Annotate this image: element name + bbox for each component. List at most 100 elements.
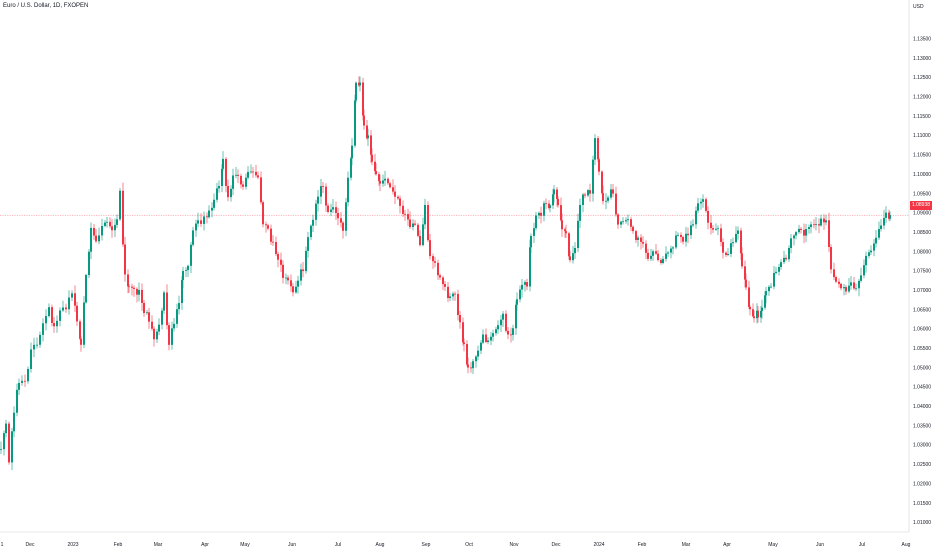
candle-up	[176, 309, 178, 324]
candle-up	[45, 316, 47, 324]
price-tick-label: 1.12500	[913, 75, 931, 81]
candle-up	[59, 310, 61, 321]
candle-down	[462, 322, 464, 343]
candle-up	[62, 307, 64, 311]
candle-up	[685, 233, 687, 242]
candle-up	[798, 228, 800, 233]
candle-down	[24, 380, 26, 382]
candle-up	[247, 171, 249, 178]
candle-up	[211, 207, 213, 211]
candle-down	[647, 252, 649, 259]
candle-down	[749, 306, 751, 310]
candle-up	[347, 177, 349, 203]
candle-down	[302, 269, 304, 272]
candle-up	[875, 237, 877, 244]
time-tick-label: Dec	[26, 542, 35, 548]
candle-down	[419, 235, 421, 246]
price-tick-label: 1.04000	[913, 404, 931, 410]
candle-down	[80, 338, 82, 345]
candle-down	[267, 225, 269, 229]
candle-down	[447, 286, 449, 299]
candle-down	[838, 281, 840, 284]
candle-up	[187, 265, 189, 271]
candle-down	[153, 328, 155, 340]
candle-down	[745, 279, 747, 288]
candle-up	[793, 235, 795, 239]
time-tick-label: 2024	[593, 542, 604, 548]
candle-up	[553, 189, 555, 195]
price-tick-label: 1.01500	[913, 501, 931, 507]
candle-up	[607, 197, 609, 201]
candle-up	[538, 212, 540, 216]
candle-down	[399, 198, 401, 206]
candle-up	[533, 228, 535, 236]
candle-up	[735, 233, 737, 243]
candle-down	[707, 210, 709, 223]
price-tick-label: 1.02500	[913, 462, 931, 468]
candle-down	[439, 275, 441, 278]
candle-down	[389, 183, 391, 188]
candle-down	[225, 158, 227, 186]
candle-up	[863, 265, 865, 276]
candle-down	[427, 204, 429, 241]
candle-up	[497, 325, 499, 330]
last-price-tag: 1.08938	[910, 201, 932, 210]
candle-down	[687, 233, 689, 236]
candle-down	[584, 194, 586, 196]
candle-up	[307, 237, 309, 251]
candle-down	[597, 138, 599, 160]
candle-up	[332, 207, 334, 210]
candle-up	[860, 275, 862, 281]
candle-up	[0, 449, 2, 450]
time-tick-label: Dec	[552, 542, 561, 548]
candle-up	[512, 328, 514, 335]
candle-up	[158, 324, 160, 332]
candle-up	[221, 168, 223, 187]
candle-up	[310, 225, 312, 238]
candle-up	[577, 220, 579, 248]
candle-up	[351, 145, 353, 159]
candle-up	[775, 271, 777, 274]
candle-up	[33, 344, 35, 350]
candle-down	[74, 293, 76, 306]
candle-down	[564, 229, 566, 232]
candle-up	[768, 286, 770, 292]
candle-down	[660, 260, 662, 263]
candle-up	[521, 284, 523, 290]
candle-down	[540, 212, 542, 216]
candle-down	[466, 343, 468, 365]
candle-up	[114, 224, 116, 231]
candle-up	[700, 201, 702, 204]
candle-down	[124, 244, 126, 275]
candle-up	[208, 210, 210, 218]
candle-up	[477, 350, 479, 357]
candle-up	[620, 221, 622, 225]
candle-down	[740, 230, 742, 254]
candle-down	[560, 205, 562, 221]
price-tick-label: 1.05000	[913, 365, 931, 371]
candle-down	[337, 212, 339, 219]
price-tick-label: 1.01000	[913, 520, 931, 526]
candle-up	[795, 232, 797, 236]
candle-down	[255, 171, 257, 176]
candle-down	[342, 222, 344, 231]
candle-up	[39, 334, 41, 345]
candle-down	[615, 193, 617, 215]
candle-down	[630, 219, 632, 227]
candle-up	[355, 82, 357, 101]
candle-up	[868, 252, 870, 256]
candle-up	[697, 203, 699, 211]
candle-down	[752, 309, 754, 317]
candle-up	[36, 344, 38, 346]
time-tick-label: Aug	[376, 542, 385, 548]
candle-down	[823, 218, 825, 223]
candle-up	[250, 171, 252, 173]
candle-up	[90, 227, 92, 252]
candle-up	[245, 177, 247, 187]
candle-up	[695, 210, 697, 225]
currency-label[interactable]: USD	[913, 4, 924, 10]
price-tick-label: 1.13000	[913, 56, 931, 62]
candle-up	[190, 244, 192, 266]
